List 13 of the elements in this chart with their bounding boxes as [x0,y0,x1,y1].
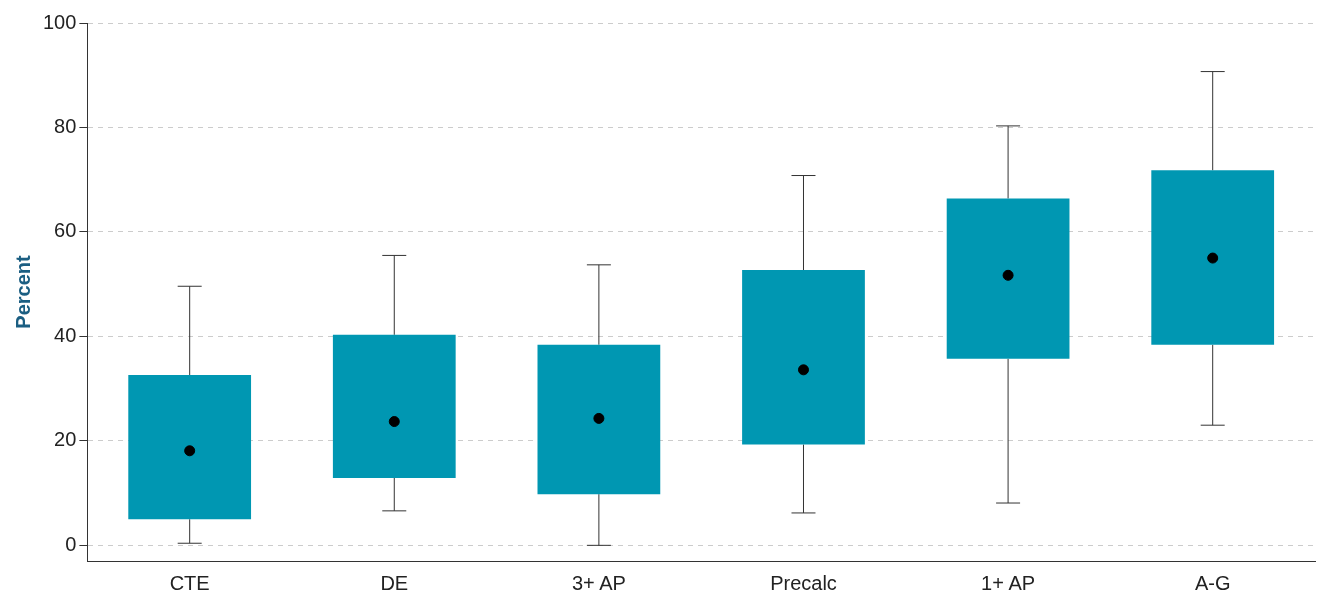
y-tick-label: 60 [54,219,77,242]
x-tick-label: CTE [169,571,210,594]
x-tick-label: A-G [1194,571,1231,594]
x-tick-label: Precalc [770,571,837,594]
y-axis-title: Percent [11,254,34,329]
y-tick-label: 0 [65,532,77,555]
y-tick-label: 80 [54,114,77,137]
x-tick-label: 1+ AP [981,571,1036,594]
x-tick-label: DE [380,571,409,594]
y-tick-label: 100 [42,10,77,33]
y-tick-label: 40 [54,323,77,346]
y-tick-label: 20 [54,428,77,451]
x-tick-label: 3+ AP [571,571,626,594]
